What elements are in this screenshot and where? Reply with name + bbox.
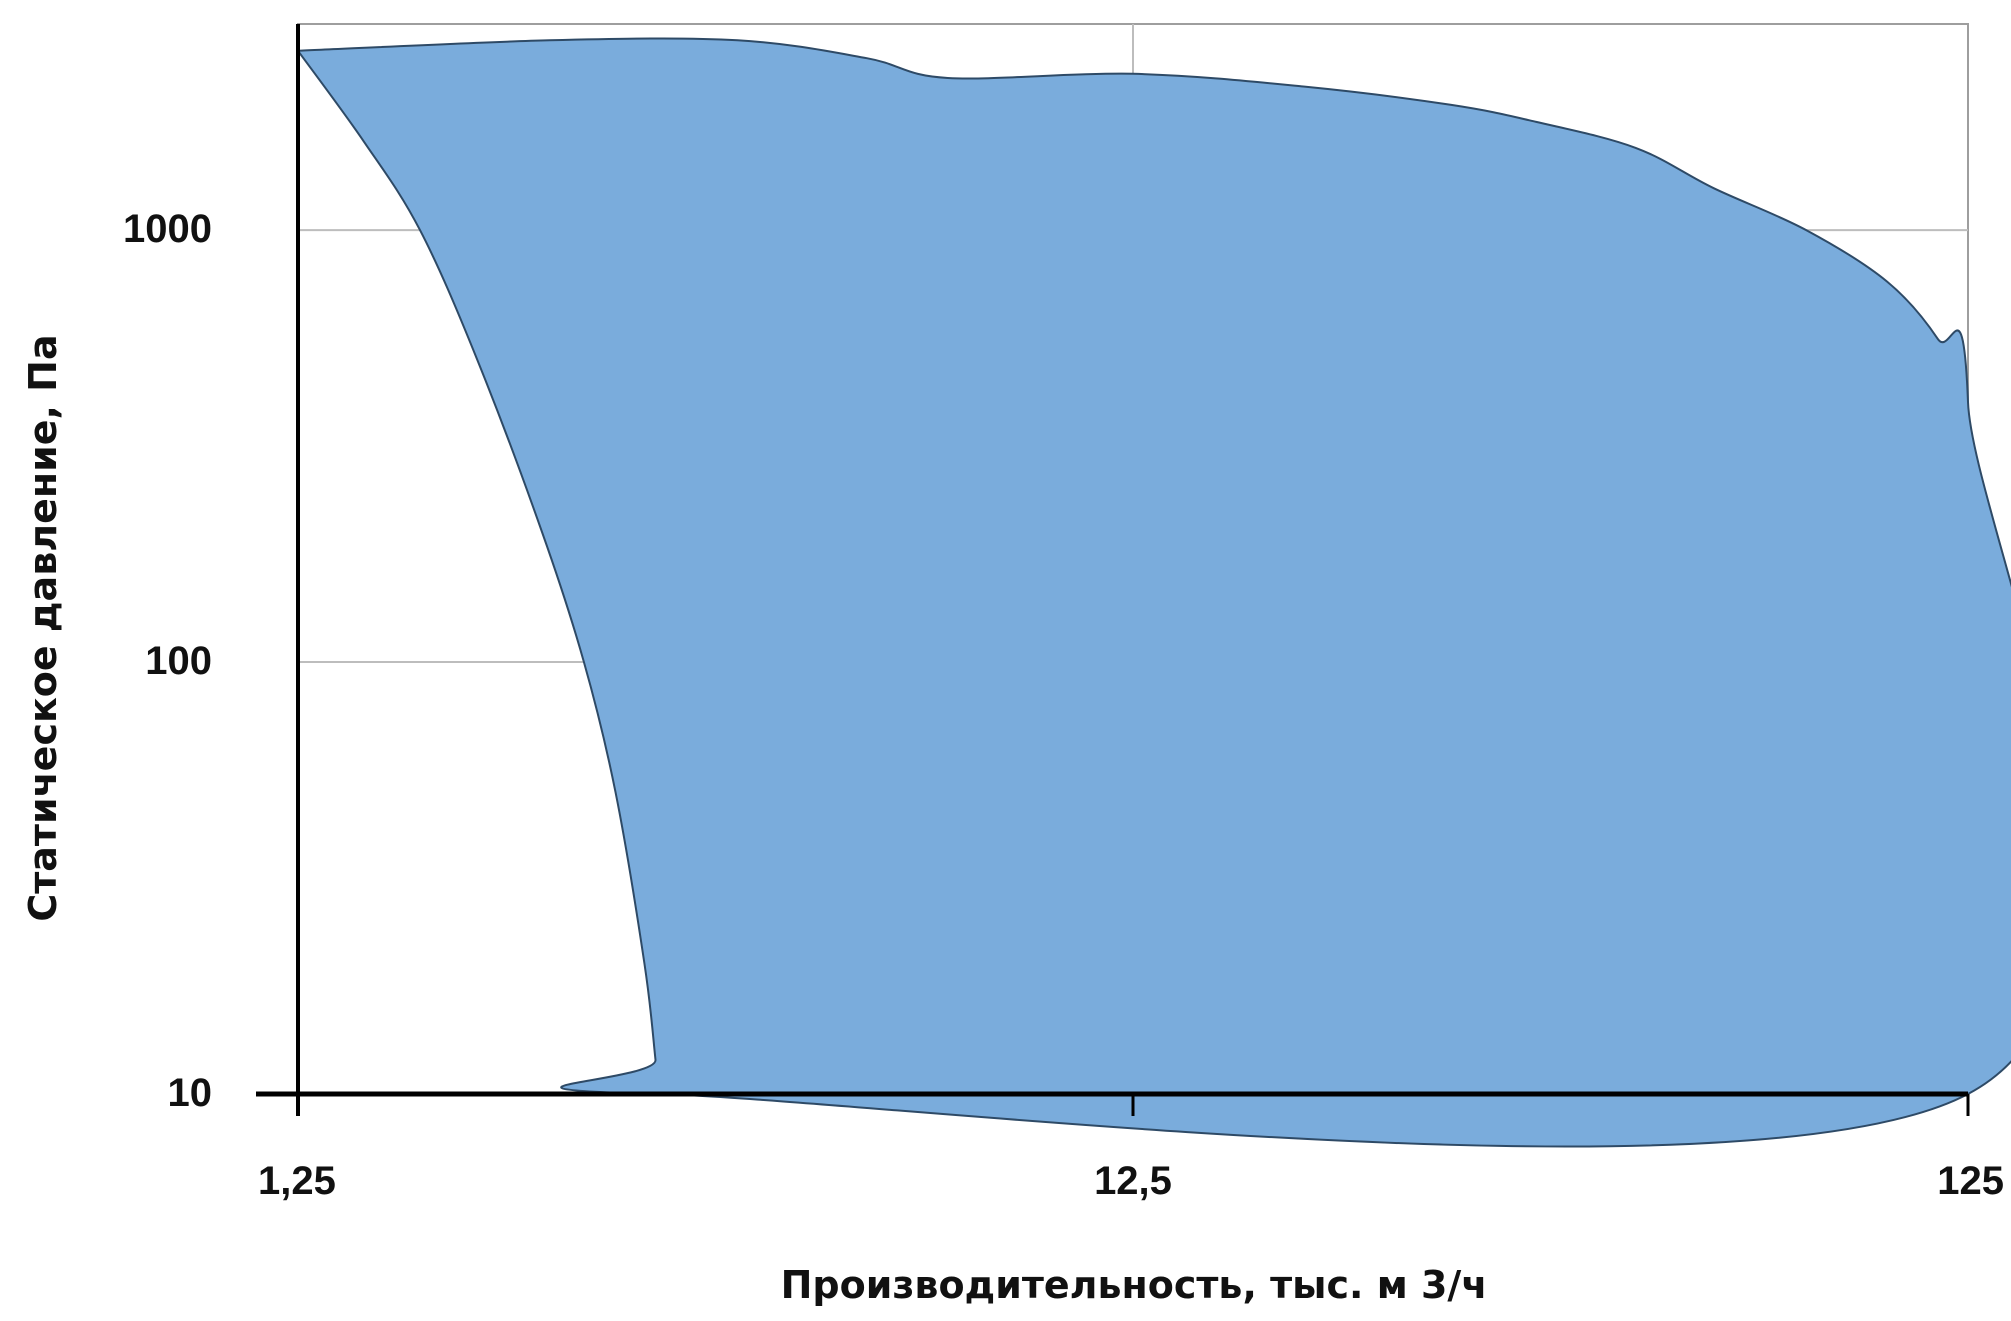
x-tick-label: 1,25 — [258, 1159, 336, 1203]
axes — [256, 24, 1970, 1116]
x-axis-title: Производительность, тыс. м 3/ч — [781, 1263, 1488, 1307]
operating-area-fill — [296, 37, 2011, 1148]
y-tick-label: 1000 — [123, 207, 212, 251]
y-tick-labels: 10 100 1000 — [123, 207, 212, 1115]
x-tick-labels: 1,25 12,5 125 — [258, 1159, 2004, 1203]
x-tick-label: 125 — [1937, 1159, 2004, 1203]
y-tick-label: 100 — [145, 639, 212, 683]
y-tick-label: 10 — [168, 1071, 213, 1115]
y-axis-title: Статическое давление, Па — [21, 334, 65, 921]
x-tick-label: 12,5 — [1094, 1159, 1172, 1203]
